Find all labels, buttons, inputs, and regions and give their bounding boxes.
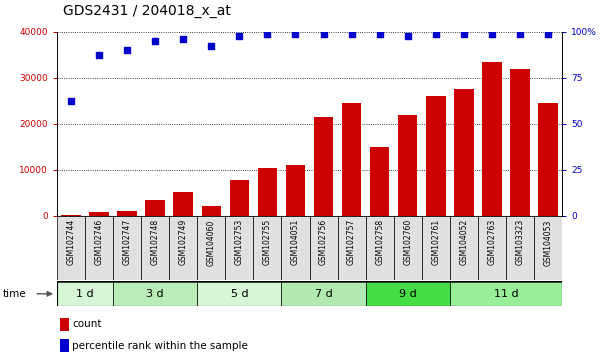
Text: GSM102749: GSM102749 (179, 219, 188, 266)
Text: 7 d: 7 d (315, 289, 332, 299)
FancyBboxPatch shape (141, 216, 169, 280)
Text: percentile rank within the sample: percentile rank within the sample (72, 341, 248, 350)
Point (263, 32, 272, 37)
Text: GSM103323: GSM103323 (516, 219, 524, 266)
Point (543, 32, 553, 37)
Bar (61, 215, 81, 216)
Point (291, 32, 300, 37)
Text: GSM102756: GSM102756 (319, 219, 328, 266)
Bar (426, 96, 445, 216)
FancyBboxPatch shape (281, 216, 310, 280)
Bar (370, 147, 389, 216)
Bar (117, 211, 137, 216)
Point (375, 32, 385, 37)
Text: GSM102763: GSM102763 (487, 219, 496, 266)
FancyBboxPatch shape (394, 216, 422, 280)
FancyBboxPatch shape (506, 216, 534, 280)
Text: GSM102753: GSM102753 (235, 219, 244, 266)
Bar (59, 318, 69, 331)
FancyBboxPatch shape (57, 216, 85, 280)
Text: GSM102761: GSM102761 (432, 219, 440, 265)
Bar (285, 165, 305, 216)
Text: 1 d: 1 d (76, 289, 94, 299)
FancyBboxPatch shape (113, 282, 197, 306)
Bar (314, 117, 334, 216)
Point (319, 32, 328, 37)
Text: GDS2431 / 204018_x_at: GDS2431 / 204018_x_at (63, 4, 231, 18)
FancyBboxPatch shape (534, 216, 562, 280)
Bar (90, 212, 109, 216)
Text: GSM104053: GSM104053 (543, 219, 552, 266)
Text: GSM102757: GSM102757 (347, 219, 356, 266)
Text: GSM102755: GSM102755 (263, 219, 272, 266)
Bar (59, 339, 69, 352)
Text: 9 d: 9 d (399, 289, 416, 299)
Point (150, 38, 160, 44)
Text: count: count (72, 319, 102, 329)
FancyBboxPatch shape (197, 282, 281, 306)
Text: GSM102747: GSM102747 (123, 219, 132, 266)
FancyBboxPatch shape (85, 216, 113, 280)
FancyBboxPatch shape (422, 216, 450, 280)
Text: GSM102748: GSM102748 (151, 219, 160, 265)
Point (515, 32, 525, 37)
FancyBboxPatch shape (57, 282, 113, 306)
FancyBboxPatch shape (225, 216, 254, 280)
Bar (342, 103, 361, 216)
Point (459, 32, 469, 37)
Bar (398, 115, 418, 216)
FancyBboxPatch shape (254, 216, 281, 280)
Bar (510, 69, 529, 216)
Bar (538, 103, 558, 216)
Bar (482, 62, 502, 216)
Point (123, 47, 132, 53)
Text: 3 d: 3 d (147, 289, 164, 299)
Point (94, 52, 104, 58)
Text: GSM102746: GSM102746 (95, 219, 103, 266)
Point (403, 33, 412, 38)
Text: 5 d: 5 d (231, 289, 248, 299)
Point (234, 34, 244, 39)
Point (487, 32, 496, 37)
FancyBboxPatch shape (365, 282, 450, 306)
FancyBboxPatch shape (310, 216, 338, 280)
Bar (454, 89, 474, 216)
FancyBboxPatch shape (365, 216, 394, 280)
Bar (145, 200, 165, 216)
Text: GSM102758: GSM102758 (375, 219, 384, 265)
Bar (174, 192, 193, 216)
Point (207, 43, 216, 48)
FancyBboxPatch shape (113, 216, 141, 280)
Text: time: time (3, 289, 26, 299)
FancyBboxPatch shape (338, 216, 365, 280)
Bar (258, 168, 277, 216)
FancyBboxPatch shape (450, 216, 478, 280)
FancyBboxPatch shape (450, 282, 562, 306)
Bar (201, 206, 221, 216)
Point (347, 32, 356, 37)
Text: GSM104060: GSM104060 (207, 219, 216, 266)
Point (66, 98, 76, 104)
Text: GSM102760: GSM102760 (403, 219, 412, 266)
FancyBboxPatch shape (169, 216, 197, 280)
FancyBboxPatch shape (281, 282, 365, 306)
Bar (230, 180, 249, 216)
Text: GSM104051: GSM104051 (291, 219, 300, 266)
Point (431, 32, 441, 37)
FancyBboxPatch shape (197, 216, 225, 280)
Text: GSM102744: GSM102744 (67, 219, 76, 266)
FancyBboxPatch shape (478, 216, 506, 280)
Point (178, 36, 188, 41)
Text: 11 d: 11 d (493, 289, 518, 299)
Text: GSM104052: GSM104052 (459, 219, 468, 266)
